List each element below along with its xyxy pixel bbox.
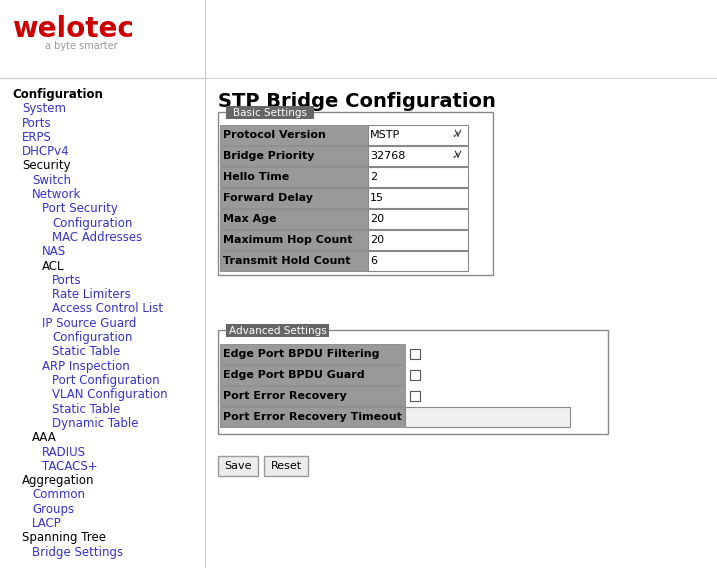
Bar [368,230,468,250]
Text: NAS: NAS [42,245,66,258]
Text: Port Error Recovery: Port Error Recovery [223,391,347,401]
Text: Aggregation: Aggregation [22,474,95,487]
Text: Spanning Tree: Spanning Tree [22,531,106,544]
Text: MAC Addresses: MAC Addresses [52,231,142,244]
Text: TACACS+: TACACS+ [42,460,98,473]
Text: Transmit Hold Count: Transmit Hold Count [223,256,351,266]
Bar [368,167,468,187]
Bar [220,230,368,250]
Bar [220,251,368,271]
Text: Edge Port BPDU Filtering: Edge Port BPDU Filtering [223,349,379,359]
Bar [405,407,570,427]
Text: Port Configuration: Port Configuration [52,374,160,387]
Text: Forward Delay: Forward Delay [223,193,313,203]
Text: Bridge Settings: Bridge Settings [32,546,123,558]
Text: a byte smarter: a byte smarter [45,41,118,51]
Bar [218,112,493,275]
Bar [410,370,420,380]
Bar [264,456,308,476]
Text: AAA: AAA [32,431,57,444]
Text: Max Age: Max Age [223,214,277,224]
Text: System: System [22,102,66,115]
Text: ERPS: ERPS [22,131,52,144]
Text: Static Table: Static Table [52,403,120,416]
Bar [410,391,420,401]
Text: Configuration: Configuration [12,88,103,101]
Text: Reset: Reset [270,461,302,471]
Text: Dynamic Table: Dynamic Table [52,417,138,430]
Text: ACL: ACL [42,260,65,273]
Bar [226,106,314,119]
Bar [220,167,368,187]
Text: Groups: Groups [32,503,74,516]
Bar [368,125,468,145]
Bar [218,330,608,434]
Bar [220,209,368,229]
Text: ARP Inspection: ARP Inspection [42,360,130,373]
Text: Ports: Ports [52,274,82,287]
Text: 2: 2 [370,172,377,182]
Text: VLAN Configuration: VLAN Configuration [52,389,168,402]
Bar [368,209,468,229]
Bar [220,386,405,406]
Text: Access Control List: Access Control List [52,303,163,315]
Text: STP Bridge Configuration: STP Bridge Configuration [218,92,496,111]
Text: Rate Limiters: Rate Limiters [52,288,130,301]
Text: RADIUS: RADIUS [42,445,86,458]
Text: ✓: ✓ [452,151,460,161]
Text: Hello Time: Hello Time [223,172,289,182]
Text: IP Source Guard: IP Source Guard [42,317,136,330]
Text: 32768: 32768 [370,151,405,161]
Text: Maximum Hop Count: Maximum Hop Count [223,235,353,245]
Bar [220,407,405,427]
Text: Switch: Switch [32,174,71,187]
Text: LACP: LACP [32,517,62,530]
Text: Security: Security [22,160,71,173]
Text: Configuration: Configuration [52,331,133,344]
Text: Common: Common [32,488,85,502]
Bar [220,188,368,208]
Text: Protocol Version: Protocol Version [223,130,326,140]
Text: ✓: ✓ [452,130,460,140]
Text: Network: Network [32,188,81,201]
Bar [220,365,405,385]
Text: MSTP: MSTP [370,130,400,140]
Bar [220,146,368,166]
Bar [368,146,468,166]
Text: Static Table: Static Table [52,345,120,358]
Bar [220,344,405,364]
Bar [410,349,420,359]
Text: 20: 20 [370,235,384,245]
Text: Port Error Recovery Timeout: Port Error Recovery Timeout [223,412,402,422]
Text: welotec: welotec [12,15,134,43]
Text: Save: Save [224,461,252,471]
Bar [220,125,368,145]
Bar [218,456,258,476]
Text: 6: 6 [370,256,377,266]
Text: Advanced Settings: Advanced Settings [229,325,326,336]
Text: Port Security: Port Security [42,202,118,215]
Bar [368,188,468,208]
Text: Edge Port BPDU Guard: Edge Port BPDU Guard [223,370,365,380]
Text: DHCPv4: DHCPv4 [22,145,70,158]
Bar [368,251,468,271]
Text: Ports: Ports [22,116,52,130]
Text: Configuration: Configuration [52,217,133,229]
Text: 15: 15 [370,193,384,203]
Text: 20: 20 [370,214,384,224]
Text: Bridge Priority: Bridge Priority [223,151,315,161]
Text: Basic Settings: Basic Settings [233,107,307,118]
Bar [226,324,329,336]
